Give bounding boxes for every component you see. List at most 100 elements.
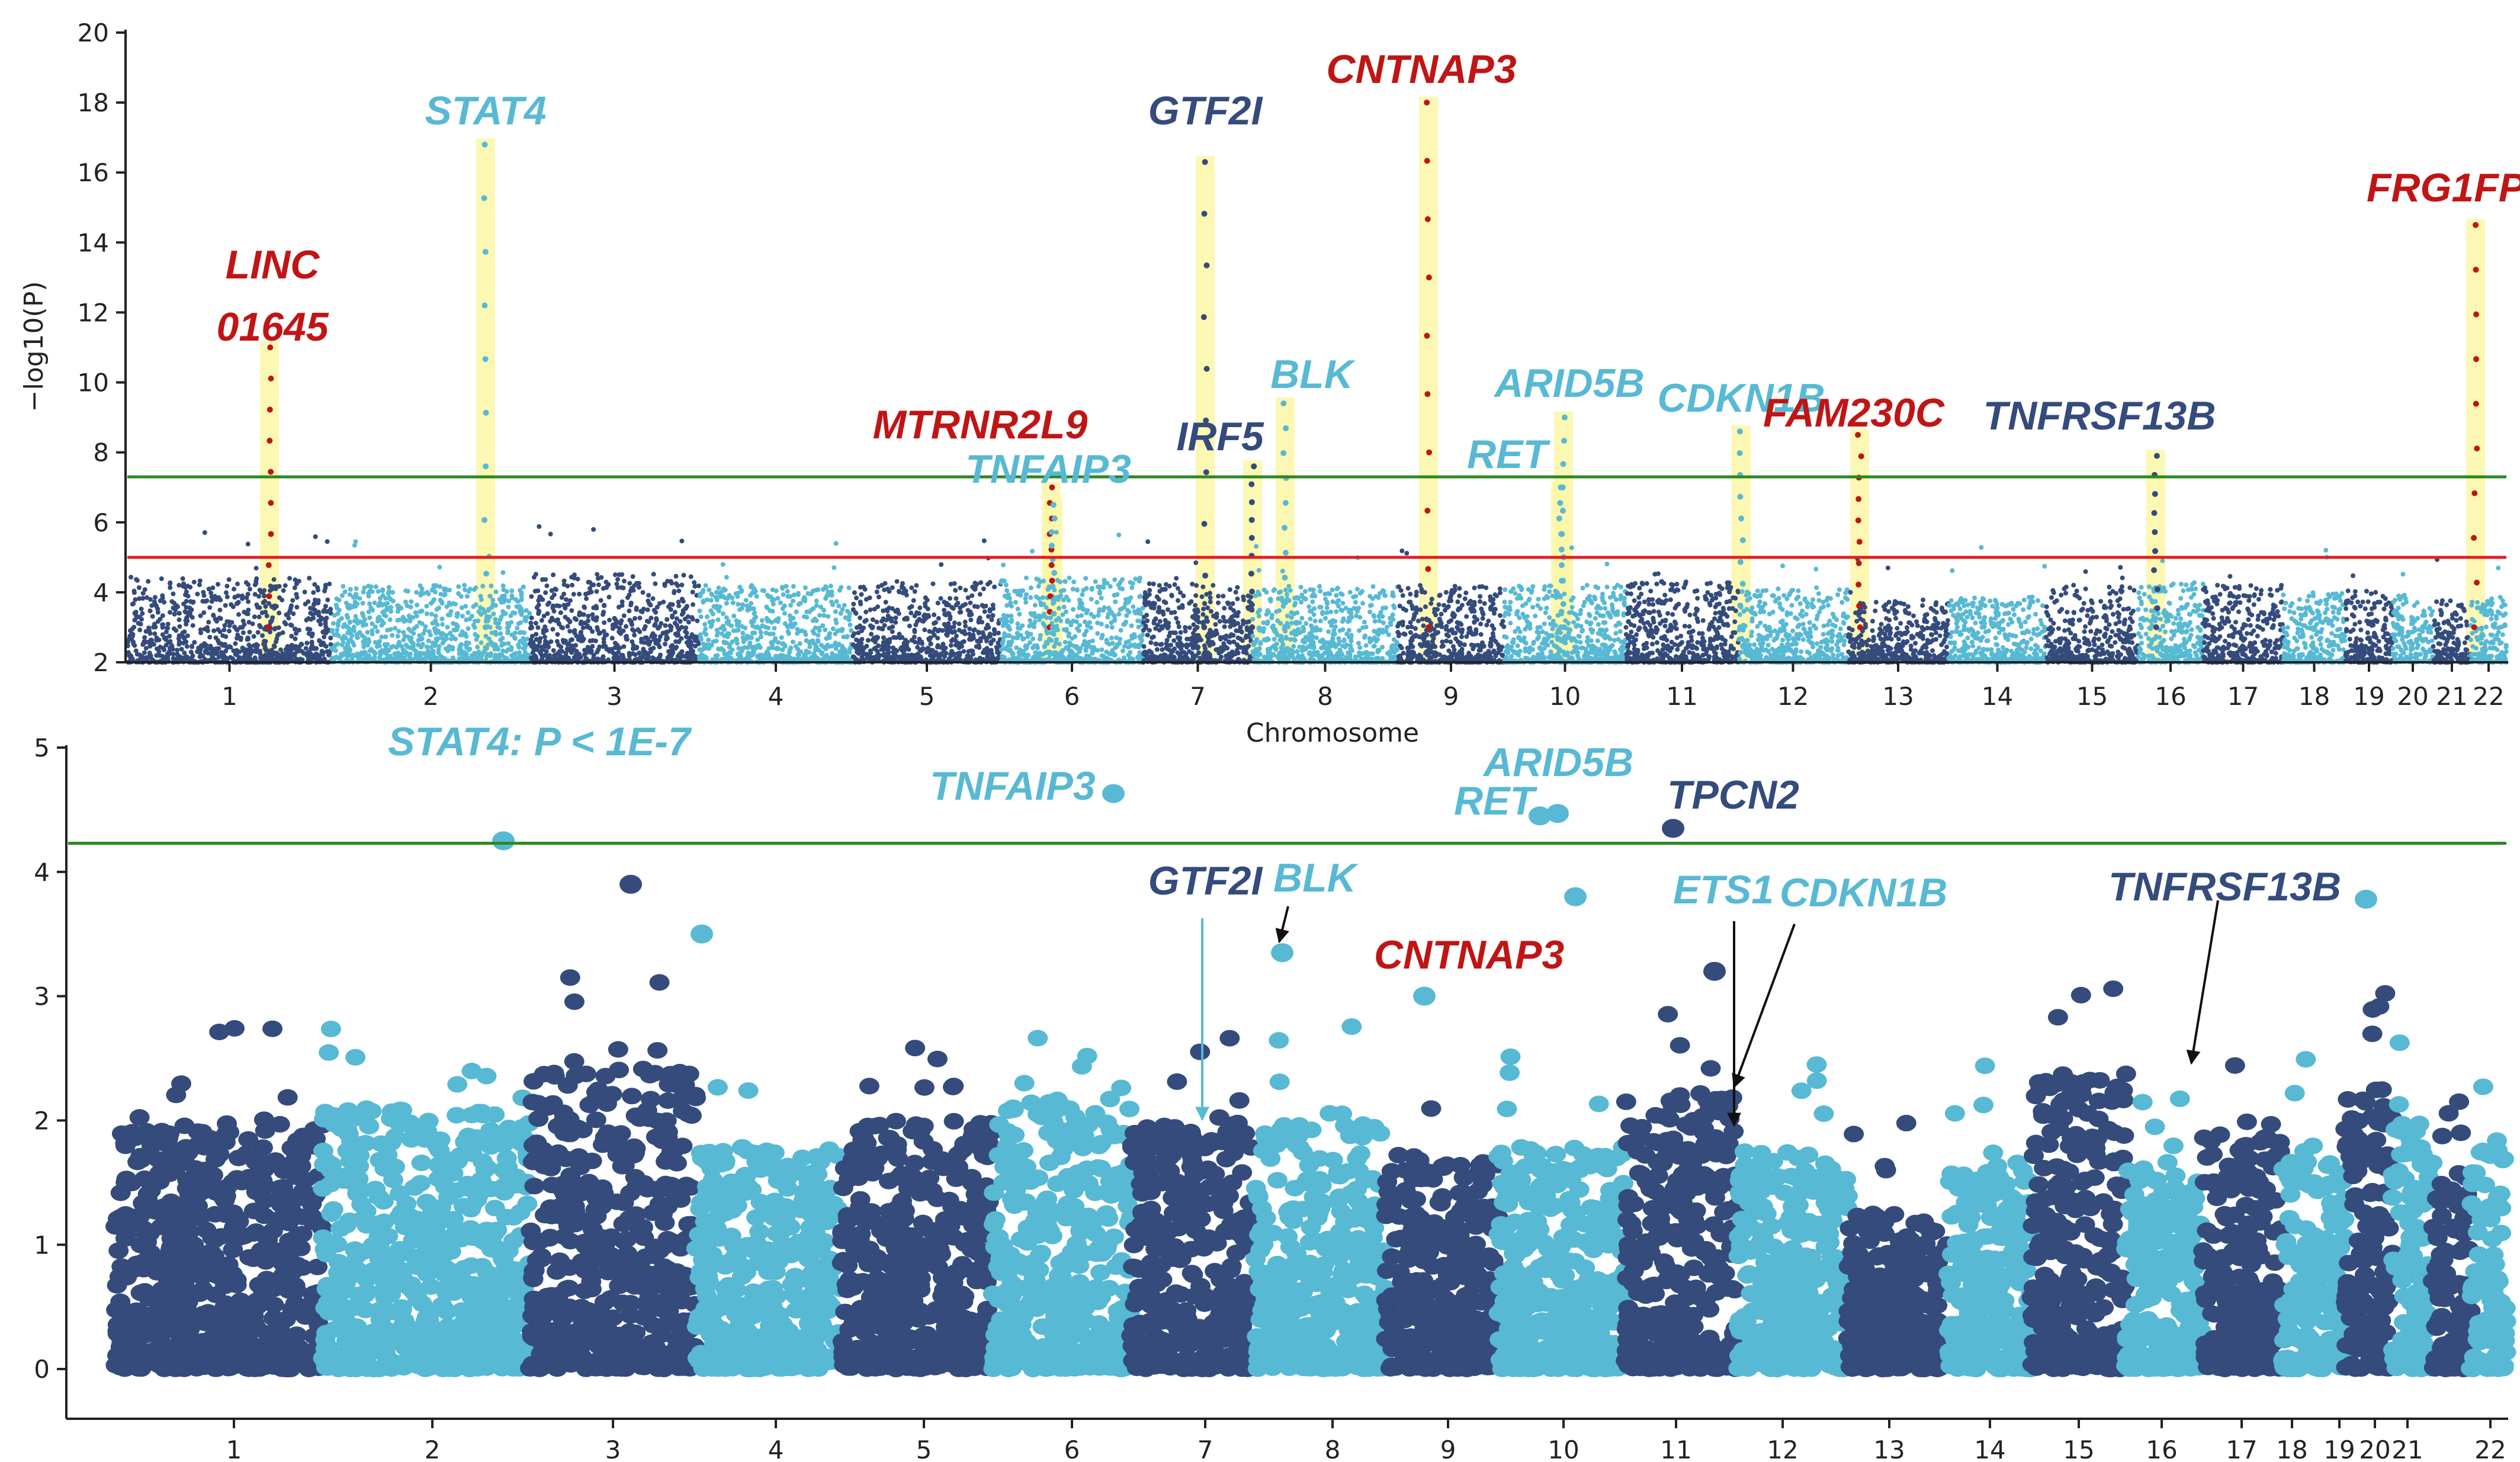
top-snp-point	[257, 588, 262, 592]
top-snp-point	[680, 653, 685, 659]
top-snp-point	[640, 590, 646, 595]
top-snp-point	[656, 642, 661, 647]
top-snp-point	[1105, 624, 1110, 629]
top-snp-point	[696, 583, 701, 588]
top-snp-point	[1071, 607, 1076, 612]
top-snp-point	[438, 631, 444, 637]
top-snp-point	[557, 604, 562, 609]
top-snp-point	[595, 625, 600, 630]
top-snp-point	[505, 625, 510, 630]
top-snp-point	[330, 627, 335, 633]
top-snp-point	[247, 630, 252, 635]
top-snp-point	[167, 633, 172, 639]
top-snp-point	[228, 645, 233, 650]
top-snp-point	[383, 634, 388, 639]
top-snp-point	[133, 597, 138, 602]
top-snp-point	[1208, 599, 1213, 605]
top-snp-point	[1030, 549, 1035, 554]
top-snp-point	[759, 618, 765, 623]
top-snp-point	[379, 602, 384, 608]
top-snp-point	[378, 595, 383, 601]
top-snp-point	[419, 637, 424, 642]
top-snp-point	[1174, 615, 1179, 621]
top-snp-point	[1008, 600, 1013, 605]
top-snp-point	[991, 637, 996, 643]
top-snp-point	[1165, 626, 1170, 631]
top-snp-point	[842, 602, 847, 608]
top-snp-point	[859, 592, 864, 597]
top-snp-point	[918, 655, 923, 660]
top-chromosome-3	[528, 524, 701, 665]
top-snp-point	[1243, 647, 1248, 652]
top-snp-point	[370, 621, 375, 626]
top-snp-point	[811, 631, 817, 636]
top-snp-point	[304, 617, 309, 623]
top-snp-point	[1205, 619, 1210, 624]
top-snp-point	[233, 627, 239, 632]
top-snp-point	[572, 628, 577, 633]
top-snp-point	[529, 594, 534, 599]
top-snp-point	[365, 643, 370, 647]
top-snp-point	[882, 623, 887, 628]
top-snp-point	[1243, 635, 1248, 640]
top-snp-point	[770, 587, 775, 592]
top-snp-point	[221, 654, 227, 659]
top-snp-point	[263, 604, 268, 609]
top-snp-point	[519, 654, 525, 659]
top-snp-point	[633, 615, 637, 621]
top-snp-point	[464, 640, 469, 645]
top-snp-point	[586, 614, 591, 618]
top-snp-point	[129, 654, 134, 659]
top-snp-point	[948, 596, 952, 601]
top-snp-point	[241, 648, 246, 653]
top-snp-point	[419, 645, 424, 650]
top-snp-point	[957, 653, 962, 658]
top-snp-point	[1169, 592, 1174, 598]
top-snp-point	[976, 643, 981, 648]
top-snp-point	[617, 572, 622, 578]
top-snp-point	[1116, 611, 1122, 617]
top-snp-point	[930, 581, 936, 586]
top-snp-point	[551, 608, 557, 614]
top-snp-point	[302, 589, 307, 595]
top-snp-point	[201, 589, 206, 595]
top-snp-point	[1154, 647, 1160, 652]
top-snp-point	[545, 611, 550, 616]
top-snp-point	[386, 585, 391, 590]
top-snp-point	[598, 598, 603, 603]
top-snp-point	[951, 624, 956, 630]
top-snp-point	[483, 633, 489, 639]
top-snp-point	[719, 589, 724, 595]
top-snp-point	[676, 639, 682, 645]
top-snp-point	[695, 618, 700, 624]
top-snp-point	[948, 582, 954, 586]
top-snp-point	[1155, 623, 1160, 628]
top-snp-point	[644, 618, 650, 624]
top-snp-point	[826, 644, 832, 649]
top-snp-point	[981, 538, 987, 543]
top-snp-point	[795, 646, 801, 652]
top-snp-point	[206, 586, 211, 592]
top-snp-point	[509, 588, 515, 594]
top-snp-point	[475, 634, 480, 639]
top-snp-point	[968, 656, 974, 661]
top-snp-point	[399, 644, 405, 649]
top-snp-point	[523, 618, 528, 624]
top-snp-point	[969, 612, 974, 617]
top-snp-point	[1160, 624, 1166, 629]
top-snp-point	[845, 608, 850, 614]
top-snp-point	[1074, 626, 1080, 631]
top-snp-point	[190, 623, 195, 628]
top-snp-point	[833, 541, 839, 546]
top-snp-point	[982, 609, 987, 614]
top-snp-point	[1193, 593, 1199, 598]
top-snp-point	[289, 633, 294, 639]
top-snp-point	[189, 607, 194, 613]
top-snp-point	[688, 574, 694, 579]
top-snp-point	[962, 619, 968, 624]
top-snp-point	[142, 587, 147, 592]
top-snp-point	[211, 613, 216, 618]
top-snp-point	[890, 624, 895, 629]
top-snp-point	[464, 651, 469, 656]
top-snp-point	[1058, 593, 1064, 598]
